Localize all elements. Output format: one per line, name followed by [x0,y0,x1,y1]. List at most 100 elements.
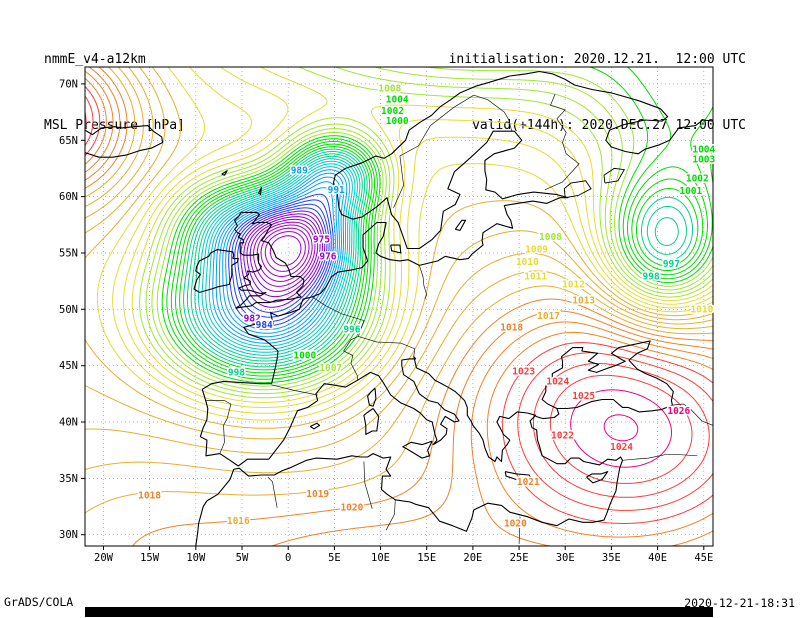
isobar-label: 1001 [679,186,702,197]
isobar-label: 1024 [610,442,633,453]
x-tick-label: 0 [285,552,291,564]
isobar-label: 1002 [381,106,404,117]
isobar-1022 [85,86,713,524]
isobar-986 [228,193,334,327]
map-frame [81,66,714,550]
isobar-1008 [139,67,713,399]
axis-tick-labels: 20W 15W 10W 5W 0 5E 10E 15E 20E 25E 30E 35E 40E 45E 30… [59,78,713,564]
isobar-label: 989 [291,166,308,177]
isobar-1026 [570,389,672,468]
isobar-1003 [166,67,713,380]
isobar-label: 1000 [386,116,409,127]
isobar-label: 1012 [562,280,585,291]
country-borders [206,93,713,544]
isobar-1015 [85,67,713,454]
isobar-label: 976 [319,251,336,262]
isobar-1002 [170,141,708,377]
x-tick-label: 35E [602,552,621,564]
isobar-label: 991 [328,185,345,196]
x-tick-label: 5W [236,552,249,564]
isobar-label: 998 [228,367,245,378]
y-tick-label: 35N [59,473,78,485]
model-name: nmmE_v4-a12km [44,52,146,67]
isobar-992 [208,166,351,347]
isobar-label: 984 [256,320,273,331]
isobar-1007 [145,67,713,395]
grads-credit: GrADS/COLA [4,595,74,609]
isobar-label: 1022 [551,431,574,442]
isobar-label: 1025 [572,391,595,402]
isobar-label: 1008 [539,232,562,243]
isobar-label: 1018 [138,490,161,501]
pressure-contours [85,67,713,546]
isobar-1004 [161,67,713,384]
isobar-991 [212,169,348,344]
isobar-label: 1016 [227,516,250,527]
isobar-label: 975 [313,234,330,245]
y-tick-label: 50N [59,304,78,316]
isobar-998 [186,151,687,365]
isobar-988 [222,181,338,334]
isobar-984 [234,203,330,318]
x-tick-label: 25E [510,552,529,564]
isobar-label: 1004 [692,144,715,155]
isobar-994 [201,160,356,353]
isobar-label: 998 [643,272,660,283]
isobar-label: 1004 [386,95,409,106]
isobar-label: 1024 [546,376,569,387]
x-tick-label: 15E [417,552,436,564]
isobar-label: 996 [343,325,360,336]
isobar-1019 [85,67,713,546]
isobar-1010 [123,67,713,408]
isobar-label: 1018 [500,322,523,333]
isobar-label: 1010 [690,304,713,315]
isobar-979 [249,218,319,292]
isobar-label: 1013 [572,295,595,306]
isobar-996 [194,155,361,359]
isobar-label: 1002 [686,174,709,185]
isobar-978 [253,221,316,287]
isobar-1020 [85,70,713,546]
isobar-label: 1011 [524,272,547,283]
isobar-label: 1010 [516,257,539,268]
x-tick-label: 20E [463,552,482,564]
isobar-label: 997 [663,259,680,270]
isobar-1027 [603,414,639,442]
isobar-995 [198,158,358,356]
bottom-bar [85,607,713,617]
x-tick-label: 40E [648,552,667,564]
isobar-label: 1009 [525,245,548,256]
isobar-1009 [131,67,713,403]
isobar-label: 1023 [512,366,535,377]
x-tick-label: 15W [140,552,160,564]
isobar-1011 [112,67,713,414]
isobar-1024 [85,111,710,498]
isobar-974 [269,235,302,267]
x-tick-label: 10W [186,552,206,564]
isobar-label: 1007 [319,363,342,374]
isobar-label: 1017 [537,311,560,322]
isobar-1014 [85,67,713,440]
isobar-990 [215,172,345,341]
isobar-1021 [85,78,713,538]
isobar-1012 [96,67,713,421]
x-tick-label: 10E [371,552,390,564]
y-tick-label: 55N [59,248,78,260]
y-tick-label: 40N [59,417,78,429]
x-tick-label: 20W [94,552,114,564]
y-tick-label: 70N [59,78,78,90]
isobar-1005 [156,67,713,387]
isobar-977 [256,224,313,282]
isobar-label: 1000 [293,351,316,362]
isobar-976 [260,227,310,277]
isobar-label: 1019 [306,489,329,500]
isobar-1025 [549,374,693,484]
isobar-999 [183,148,694,368]
isobar-label: 982 [244,313,261,324]
lakes [563,167,626,199]
render-timestamp: 2020-12-21-18:31 [684,596,795,610]
x-tick-label: 30E [556,552,575,564]
init-time-label: initialisation: 2020.12.21. 12:00 UTC [448,52,746,67]
